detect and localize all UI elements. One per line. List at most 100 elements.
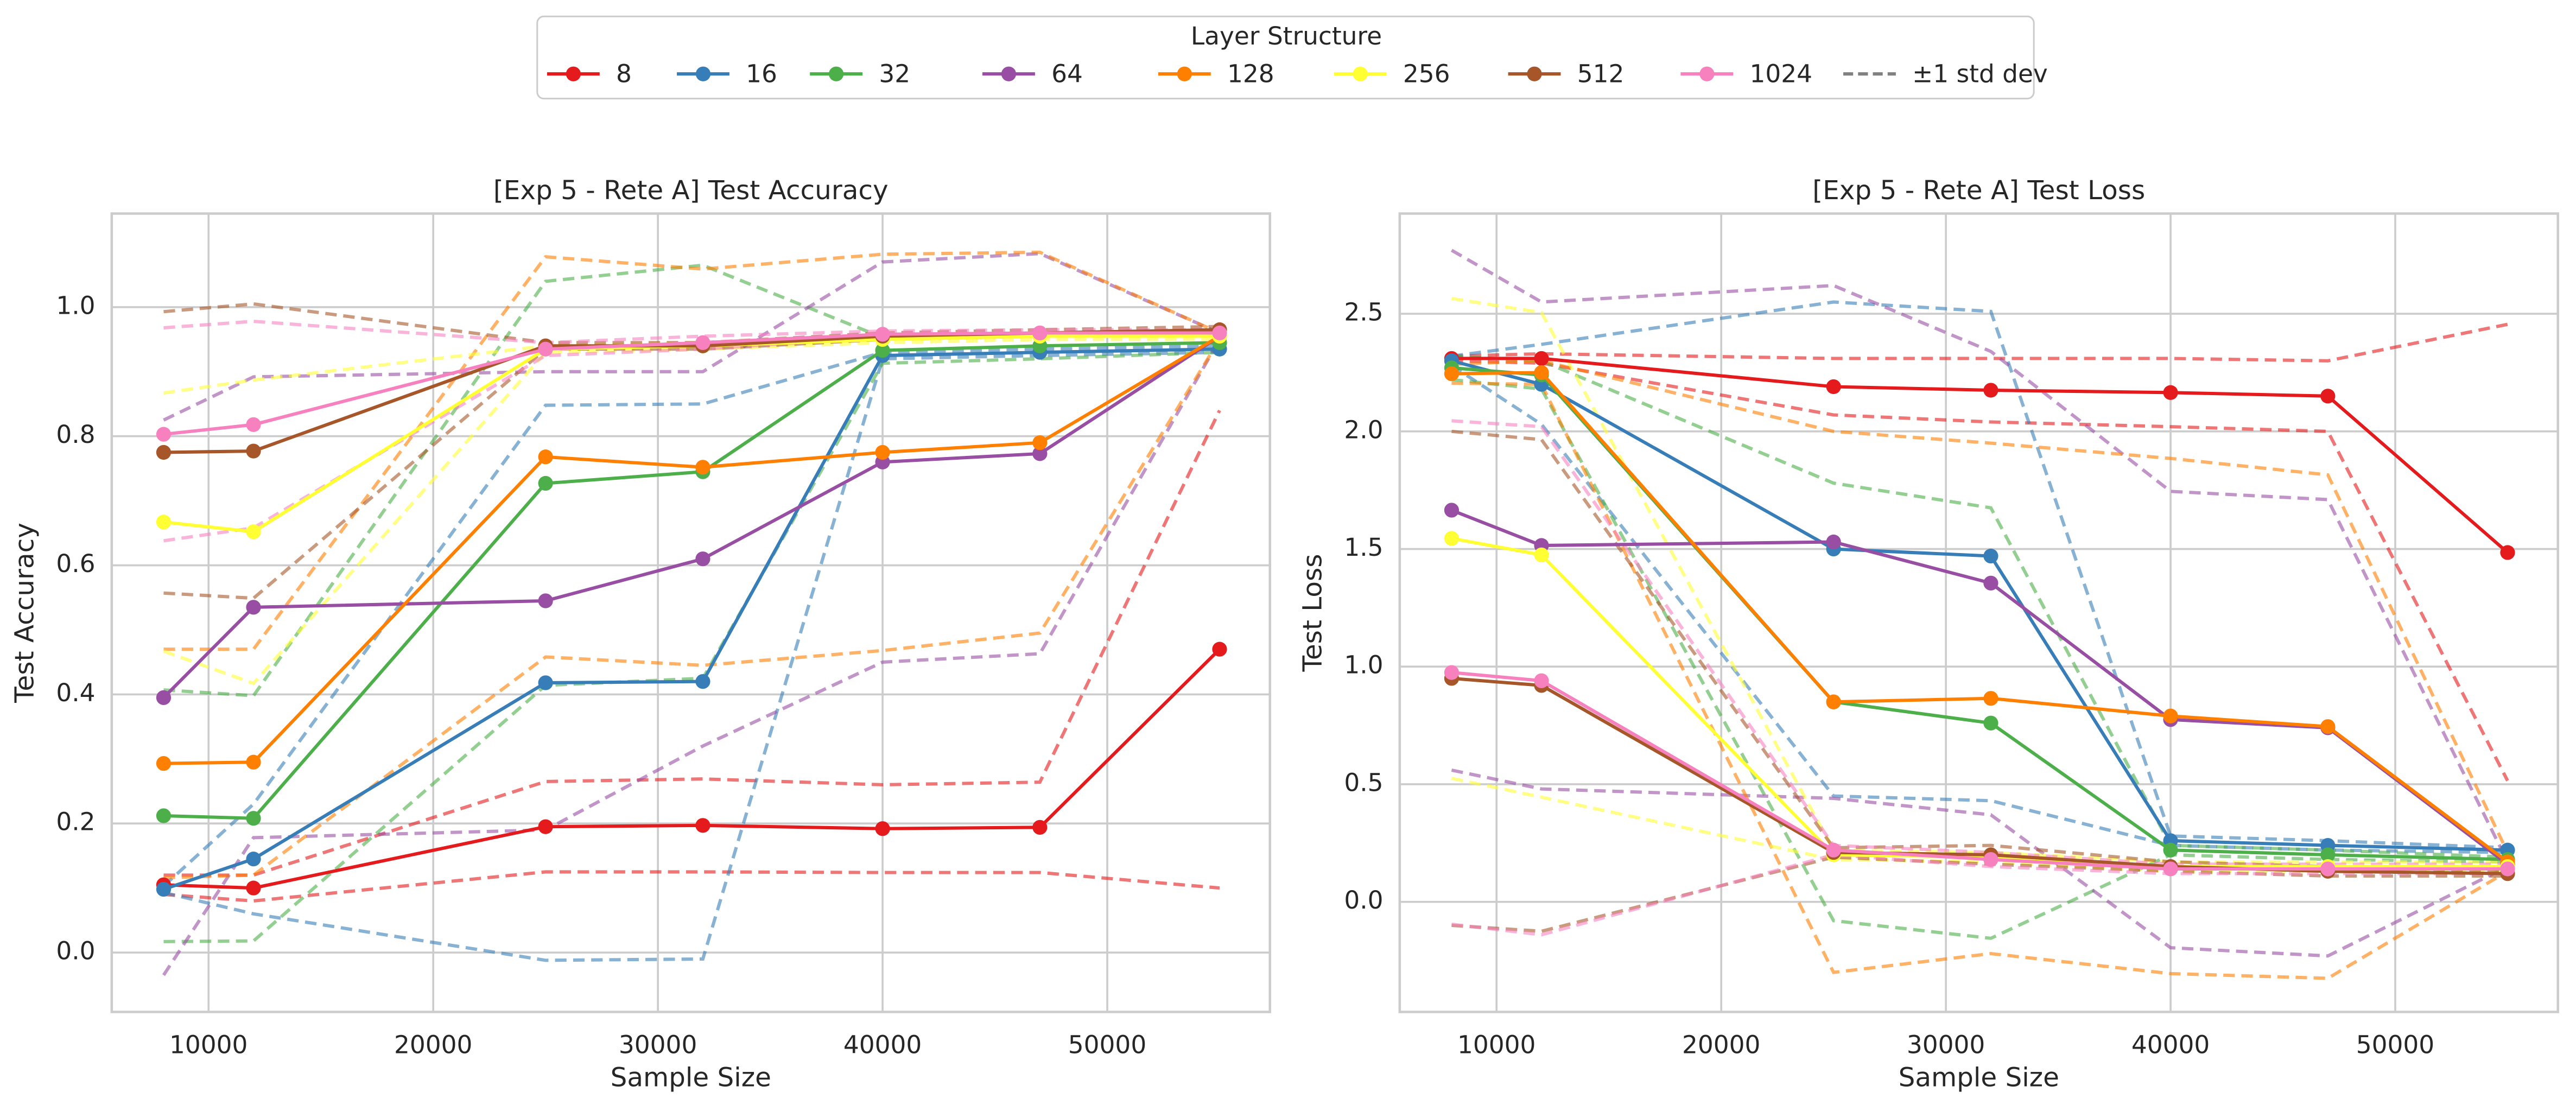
std-upper-line: [163, 409, 1221, 877]
data-point: [695, 818, 710, 833]
std-lower-line: [162, 338, 1221, 976]
y-tick-label: 2.5: [1344, 298, 1383, 327]
data-point: [246, 852, 261, 867]
data-point: [1826, 842, 1841, 858]
data-point: [695, 674, 710, 689]
data-point: [2500, 861, 2515, 877]
y-tick-label: 0.6: [56, 549, 95, 578]
data-point: [1983, 852, 1998, 867]
data-point: [1444, 665, 1460, 680]
data-point: [538, 819, 553, 834]
data-point: [1826, 379, 1841, 395]
data-point: [246, 417, 261, 432]
y-tick-label: 1.5: [1344, 533, 1383, 562]
data-point: [875, 821, 890, 836]
y-tick-label: 0.0: [56, 937, 95, 966]
legend-label: 128: [1227, 60, 1274, 88]
legend-marker: [1353, 66, 1368, 81]
y-tick-label: 0.8: [56, 420, 95, 449]
y-tick-label: 1.0: [1344, 651, 1383, 680]
data-point: [246, 524, 261, 539]
axes-frame: [110, 212, 1271, 1013]
data-point: [1534, 547, 1549, 562]
data-point: [1212, 642, 1227, 657]
x-axis-label: Sample Size: [611, 1063, 771, 1093]
std-lower-line: [163, 870, 1220, 903]
legend-marker: [829, 66, 844, 81]
x-tick-label: 30000: [1907, 1031, 1985, 1059]
data-point: [1032, 446, 1048, 461]
plot-area: [110, 212, 1271, 1013]
data-point: [1212, 325, 1227, 341]
std-upper-line: [163, 252, 1221, 422]
data-point: [2163, 385, 2178, 400]
x-tick-label: 50000: [1068, 1031, 1146, 1059]
legend-label: 8: [616, 60, 632, 88]
x-tick-label: 40000: [843, 1031, 922, 1059]
legend-box: [536, 15, 2035, 100]
data-point: [156, 756, 172, 771]
data-point: [1444, 503, 1460, 518]
chart-title: [Exp 5 - Rete A] Test Loss: [1812, 175, 2145, 206]
data-point: [1983, 691, 1998, 706]
data-point: [2320, 847, 2336, 862]
x-tick-label: 20000: [394, 1031, 472, 1059]
data-point: [538, 675, 553, 690]
data-point: [1534, 365, 1549, 380]
data-point: [156, 445, 172, 460]
data-point: [1032, 435, 1048, 450]
data-point: [695, 460, 710, 475]
data-point: [156, 881, 172, 897]
y-axis-label: Test Loss: [1297, 554, 1328, 672]
y-tick-label: 0.0: [1344, 886, 1383, 915]
std-upper-line: [1451, 359, 2509, 853]
x-tick-label: 10000: [1457, 1031, 1536, 1059]
data-point: [246, 811, 261, 826]
data-point: [1444, 531, 1460, 546]
legend-marker: [1001, 66, 1017, 81]
legend-label: 16: [746, 60, 777, 88]
data-point: [1983, 575, 1998, 591]
data-point: [1983, 548, 1998, 564]
x-tick-label: 10000: [169, 1031, 248, 1059]
legend-marker: [1699, 66, 1715, 81]
data-point: [2163, 842, 2178, 858]
data-point: [1534, 351, 1549, 366]
x-tick-label: 30000: [619, 1031, 697, 1059]
std-upper-line: [163, 250, 1221, 651]
data-point: [156, 515, 172, 530]
legend-title: Layer Structure: [1191, 22, 1382, 50]
data-point: [538, 449, 553, 465]
data-point: [538, 341, 553, 357]
data-point: [2500, 545, 2515, 560]
data-point: [538, 475, 553, 491]
chart-title: [Exp 5 - Rete A] Test Accuracy: [493, 175, 889, 206]
data-point: [246, 600, 261, 615]
data-point: [246, 443, 261, 459]
y-tick-label: 0.2: [56, 808, 95, 836]
legend-label: 256: [1403, 60, 1450, 88]
std-lower-line: [1451, 768, 2509, 958]
data-point: [156, 690, 172, 705]
x-tick-label: 50000: [2356, 1031, 2434, 1059]
axes-background: [1399, 213, 2558, 1012]
data-point: [2163, 708, 2178, 723]
y-tick-label: 1.0: [56, 291, 95, 320]
data-point: [2320, 861, 2336, 877]
data-point: [1534, 673, 1549, 688]
data-point: [875, 327, 890, 342]
data-point: [538, 593, 553, 608]
data-point: [2320, 389, 2336, 404]
std-lower-line: [1451, 381, 2509, 980]
axes-frame: [1398, 212, 2559, 1013]
std-lower-line: [163, 338, 1221, 880]
data-point: [2320, 719, 2336, 734]
data-point: [695, 335, 710, 350]
y-tick-label: 0.4: [56, 678, 95, 707]
data-point: [1826, 694, 1841, 709]
legend-label: 64: [1051, 60, 1083, 88]
legend-marker: [695, 66, 711, 81]
std-lower-line: [1451, 359, 2509, 782]
data-point: [1032, 820, 1048, 835]
